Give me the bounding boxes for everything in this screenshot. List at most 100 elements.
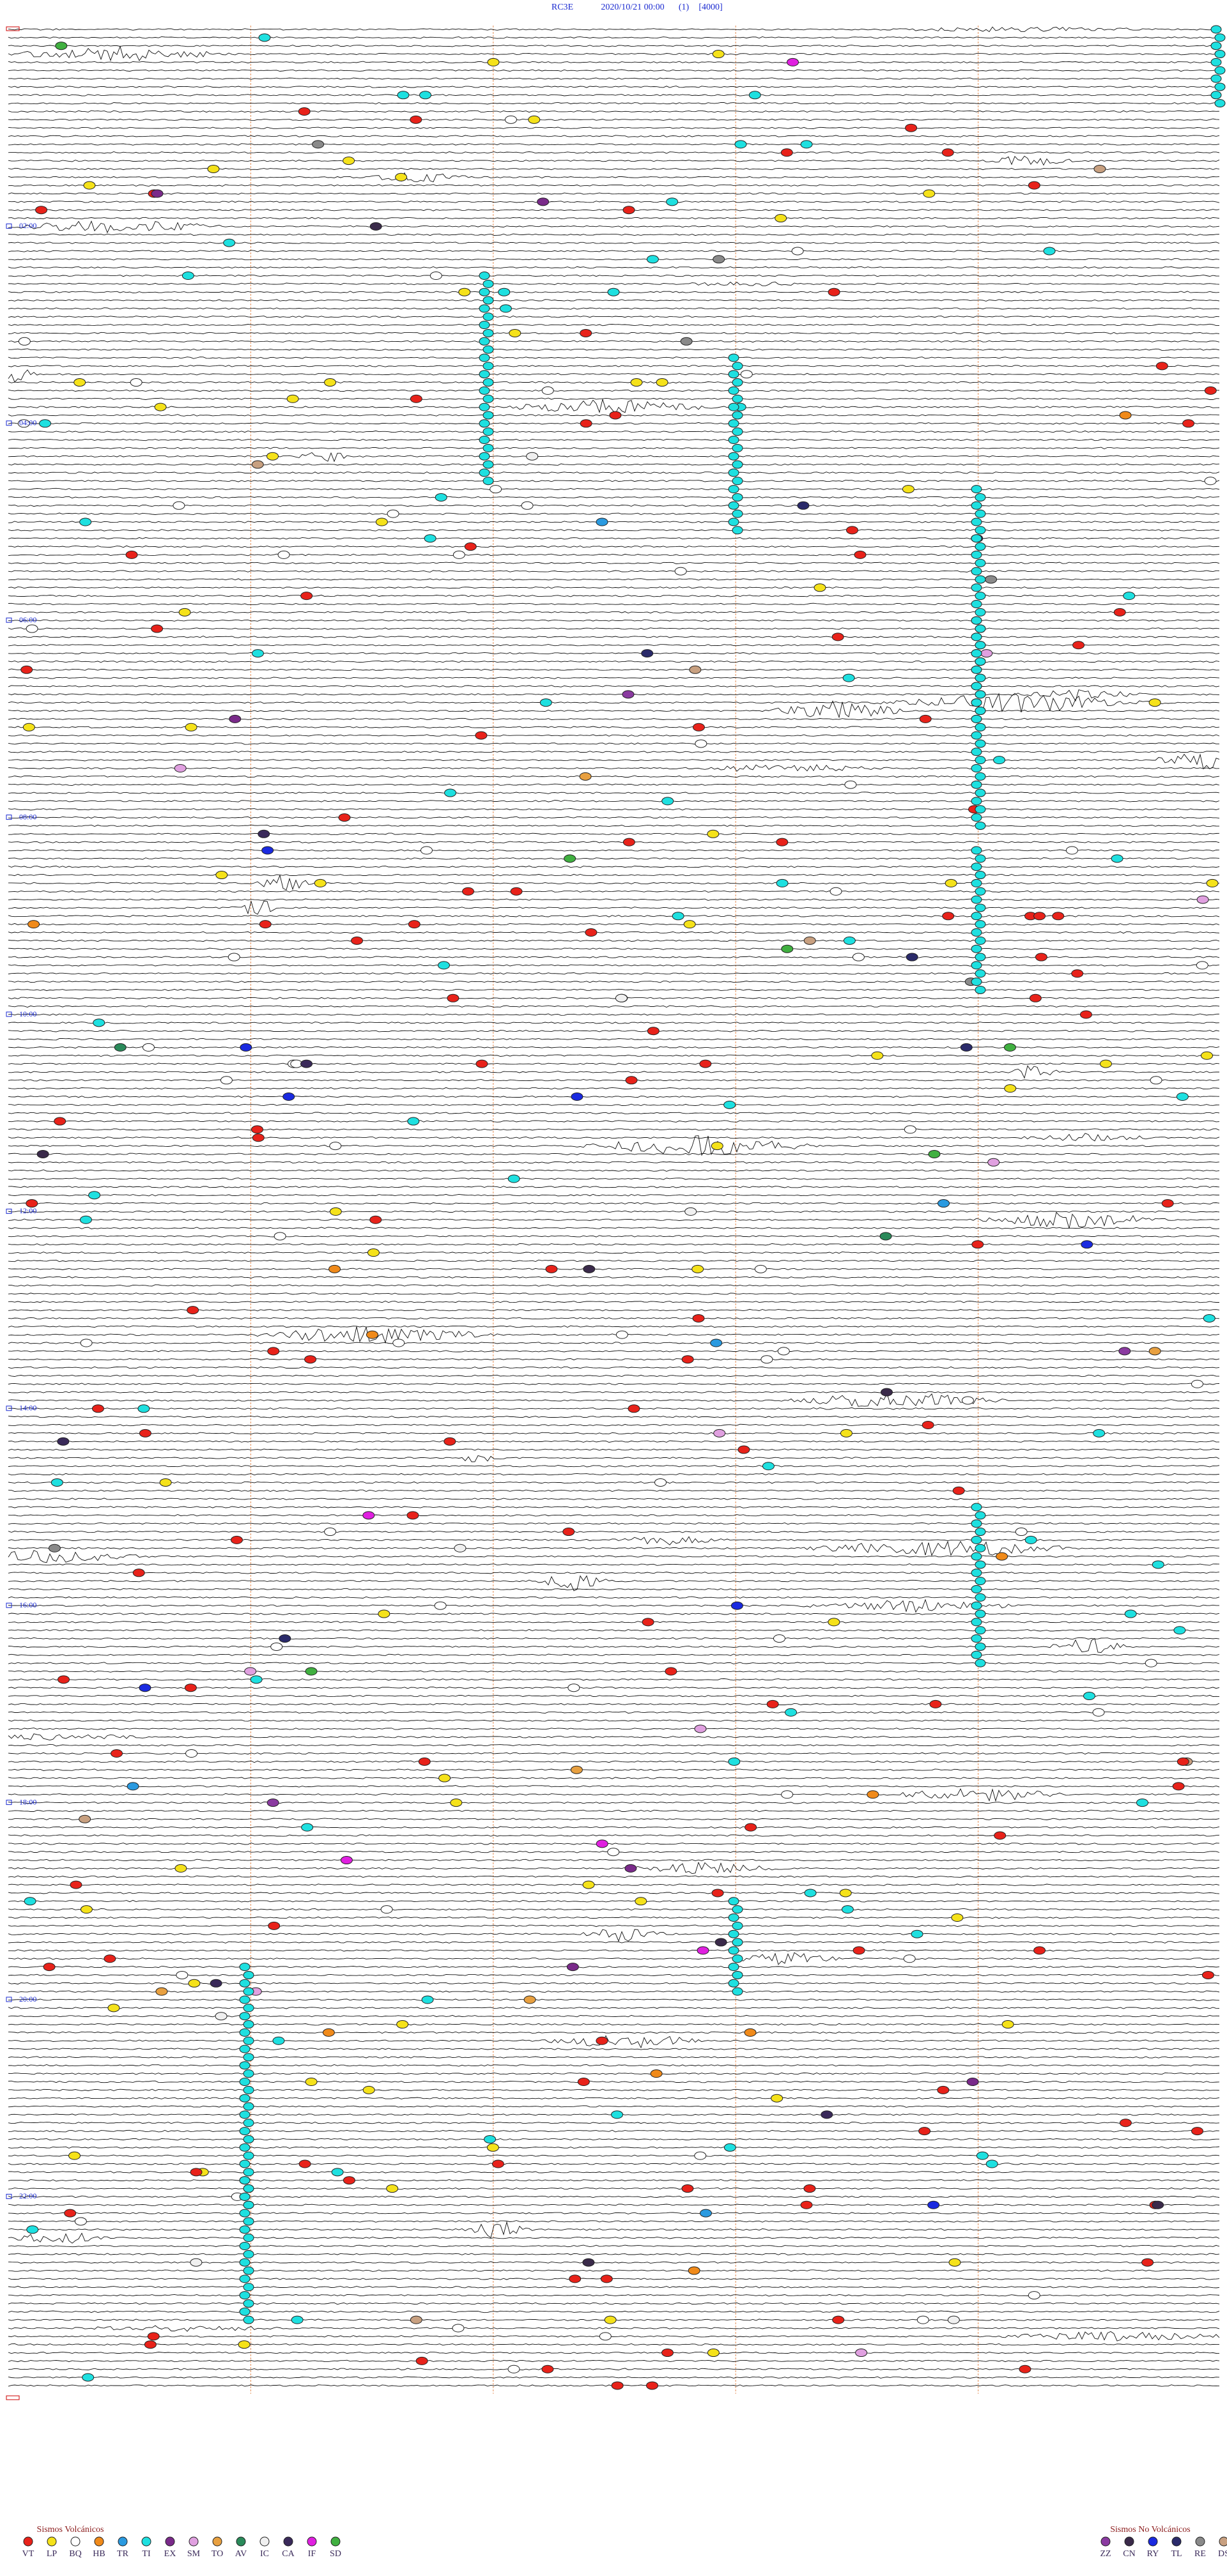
event-marker xyxy=(985,2159,998,2168)
event-marker xyxy=(151,624,164,633)
event-marker xyxy=(79,1814,91,1823)
trace xyxy=(8,1572,1220,1574)
trace xyxy=(8,257,1220,261)
hour-label: 12:00 xyxy=(19,1206,36,1215)
trace xyxy=(8,1455,1220,1462)
event-marker xyxy=(780,148,793,157)
event-marker xyxy=(1035,953,1047,962)
trace xyxy=(8,1974,1220,1977)
trace xyxy=(8,1308,1220,1312)
event-marker xyxy=(314,878,327,887)
trace xyxy=(8,2097,1220,2099)
event-marker xyxy=(971,1568,982,1577)
event-marker xyxy=(243,2266,254,2275)
event-marker xyxy=(1210,25,1222,34)
trace xyxy=(8,693,1220,713)
event-marker xyxy=(975,1528,986,1537)
event-marker xyxy=(1214,66,1226,75)
trace xyxy=(8,1383,1220,1386)
event-marker xyxy=(395,172,408,181)
legend-code: TO xyxy=(212,2549,223,2559)
event-marker xyxy=(971,977,982,986)
event-marker xyxy=(707,2349,720,2358)
trace xyxy=(8,299,1220,302)
event-marker xyxy=(243,1970,254,1979)
trace xyxy=(8,1317,1220,1320)
event-marker xyxy=(210,1979,222,1988)
trace xyxy=(8,849,1220,852)
trace xyxy=(8,504,1220,507)
trace xyxy=(8,172,1220,183)
event-marker xyxy=(688,2266,700,2275)
event-marker xyxy=(732,1987,743,1996)
event-marker xyxy=(367,1248,380,1257)
trace xyxy=(8,2278,1220,2280)
event-marker xyxy=(510,887,523,896)
event-marker xyxy=(666,197,679,206)
legend-title: Sismos No Volcánicos xyxy=(1110,2525,1191,2534)
event-marker xyxy=(971,698,982,707)
hour-label: 06:00 xyxy=(19,615,36,624)
event-marker xyxy=(1033,912,1046,921)
trace xyxy=(8,980,1220,983)
event-marker xyxy=(35,206,48,215)
event-marker xyxy=(1152,1560,1164,1569)
event-marker xyxy=(800,140,813,149)
event-marker xyxy=(844,780,857,789)
event-marker xyxy=(454,1544,467,1552)
event-marker xyxy=(243,2315,254,2324)
event-marker xyxy=(243,2299,254,2308)
trace xyxy=(8,2285,1220,2288)
end-box xyxy=(6,2395,20,2400)
trace xyxy=(8,1883,1220,1886)
legend-code: EX xyxy=(164,2549,176,2559)
trace xyxy=(8,2072,1220,2075)
event-marker xyxy=(730,1601,743,1610)
event-marker xyxy=(1124,1609,1137,1618)
trace xyxy=(8,1103,1220,1107)
trace xyxy=(8,1498,1220,1500)
event-marker xyxy=(301,1823,314,1832)
event-marker xyxy=(732,394,743,403)
event-marker xyxy=(712,50,725,59)
event-marker xyxy=(681,1355,694,1364)
event-marker xyxy=(971,878,982,887)
event-marker xyxy=(159,1478,172,1487)
event-marker xyxy=(800,2200,813,2209)
event-marker xyxy=(57,1437,70,1446)
event-marker xyxy=(185,1749,198,1758)
event-marker xyxy=(1200,1051,1213,1060)
event-marker xyxy=(971,961,982,970)
trace xyxy=(8,233,1220,236)
event-marker xyxy=(479,386,490,395)
event-marker xyxy=(104,1954,116,1963)
trace xyxy=(8,1046,1220,1049)
legend-marker xyxy=(259,2536,270,2547)
event-marker xyxy=(745,1823,757,1832)
event-marker xyxy=(228,953,240,962)
legend-code: DS xyxy=(1218,2549,1227,2559)
trace xyxy=(8,841,1220,843)
event-marker xyxy=(1083,1692,1096,1701)
event-marker xyxy=(971,895,982,904)
event-marker xyxy=(945,878,957,887)
event-marker xyxy=(282,1092,295,1101)
legend-code: TL xyxy=(1171,2549,1182,2559)
event-marker xyxy=(919,714,932,723)
event-marker xyxy=(272,2036,285,2045)
event-marker xyxy=(942,912,955,921)
trace xyxy=(8,636,1220,638)
event-marker xyxy=(528,115,541,124)
event-marker xyxy=(178,608,191,617)
trace xyxy=(8,775,1220,778)
event-marker xyxy=(437,961,450,970)
trace xyxy=(8,479,1220,482)
trace xyxy=(8,1965,1220,1968)
event-marker xyxy=(571,1092,583,1101)
trace xyxy=(8,381,1220,384)
event-marker xyxy=(728,370,739,379)
trace xyxy=(8,208,1220,211)
event-marker xyxy=(291,2315,304,2324)
event-marker xyxy=(190,2258,203,2267)
trace xyxy=(8,332,1220,335)
